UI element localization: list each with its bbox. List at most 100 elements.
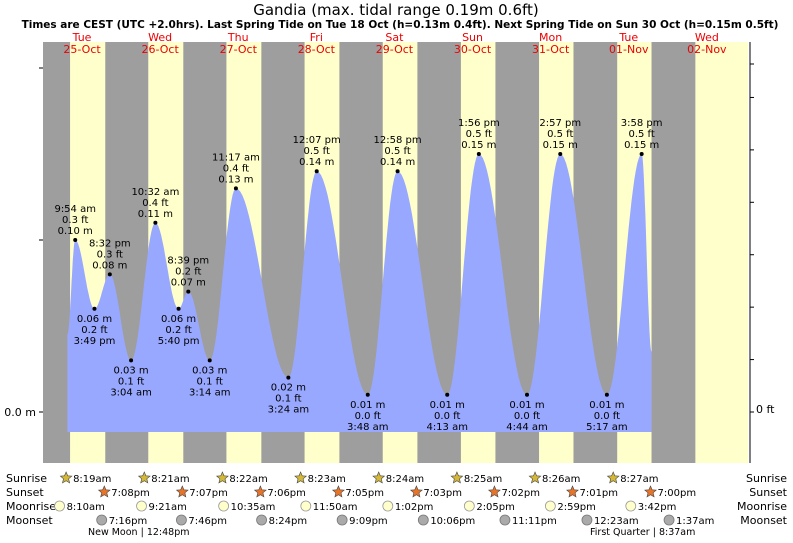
day-name: Sat: [385, 31, 404, 44]
day-date: 31-Oct: [532, 43, 570, 56]
row-label-left: Sunrise: [6, 472, 47, 485]
sunrise-time: 8:25am: [464, 474, 502, 485]
moonset-icon: [176, 514, 187, 526]
low-tide-marker: [604, 392, 609, 397]
low-tide-height-m: 0.02 m: [271, 383, 306, 394]
high-tide-height-m: 0.08 m: [92, 260, 127, 271]
y-axis-right-label: 0 ft: [756, 403, 775, 416]
sunset-time: 7:05pm: [345, 488, 384, 499]
sunrise-star-icon: [215, 471, 229, 484]
moon-phase-new-moon: New Moon | 12:48pm: [88, 527, 190, 538]
moonset-icon: [499, 514, 511, 526]
day-name: Sun: [462, 31, 483, 44]
sunset-time: 7:01pm: [579, 488, 618, 499]
moonset-time: 7:16pm: [109, 516, 148, 527]
high-tide-marker: [153, 220, 158, 225]
row-label-right: Sunrise: [746, 472, 787, 485]
sunrise-star-icon: [528, 471, 542, 484]
y-axis-left-label: 0.0 m: [4, 406, 36, 419]
moonset-time: 7:46pm: [188, 516, 227, 527]
sunrise-star-icon: [372, 471, 386, 484]
low-tide-height-m: 0.01 m: [589, 400, 624, 411]
low-tide-time: 3:24 am: [268, 405, 310, 416]
low-tide-height-ft: 0.0 ft: [594, 411, 620, 422]
day-name: Mon: [539, 31, 562, 44]
low-tide-marker: [365, 392, 370, 397]
low-tide-height-ft: 0.0 ft: [514, 411, 540, 422]
moonrise-icon: [54, 500, 65, 512]
sunset-star-icon: [487, 485, 501, 498]
sunset-star-icon: [644, 485, 657, 498]
low-tide-height-ft: 0.2 ft: [81, 325, 107, 336]
moonrise-icon: [463, 500, 475, 512]
row-label-left: Moonrise: [6, 500, 56, 513]
chart-axes: [39, 42, 754, 463]
low-tide-marker: [525, 392, 530, 397]
high-tide-height-m: 0.15 m: [543, 140, 578, 151]
high-tide-height-ft: 0.5 ft: [547, 129, 573, 140]
sunrise-time: 8:21am: [151, 474, 189, 485]
high-tide-time: 10:32 am: [131, 187, 179, 198]
sunrise-star-icon: [450, 471, 464, 484]
low-tide-time: 5:40 pm: [158, 336, 200, 347]
sunset-time: 7:03pm: [423, 488, 462, 499]
row-label-right: Moonset: [740, 514, 787, 527]
high-tide-time: 2:57 pm: [539, 118, 581, 129]
moonrise-icon: [300, 500, 312, 512]
sunrise-time: 8:26am: [542, 474, 580, 485]
chart-subtitle: Times are CEST (UTC +2.0hrs). Last Sprin…: [22, 19, 779, 31]
low-tide-height-m: 0.01 m: [350, 400, 385, 411]
high-tide-marker: [107, 272, 112, 277]
high-tide-time: 12:58 pm: [374, 135, 422, 146]
day-date: 28-Oct: [298, 43, 336, 56]
day-date: 01-Nov: [609, 43, 649, 56]
low-tide-height-m: 0.06 m: [77, 314, 112, 325]
moonset-icon: [417, 514, 429, 526]
low-tide-height-ft: 0.2 ft: [165, 325, 191, 336]
sunrise-time: 8:22am: [229, 474, 267, 485]
high-tide-time: 8:32 pm: [89, 238, 131, 249]
moonset-time: 10:06pm: [430, 516, 475, 527]
moonset-icon: [336, 514, 348, 526]
row-label-left: Moonset: [6, 514, 53, 527]
high-tide-height-m: 0.10 m: [58, 226, 93, 237]
moonrise-icon: [382, 500, 394, 512]
high-tide-height-ft: 0.4 ft: [142, 198, 168, 209]
day-date: 27-Oct: [220, 43, 258, 56]
low-tide-height-m: 0.01 m: [509, 400, 544, 411]
high-tide-time: 9:54 am: [54, 204, 96, 215]
sunset-star-icon: [253, 485, 267, 498]
row-label-right: Sunset: [749, 486, 787, 499]
high-tide-marker: [639, 152, 644, 156]
sunset-time: 7:07pm: [189, 488, 228, 499]
high-tide-height-m: 0.15 m: [461, 140, 496, 151]
sunset-time: 7:08pm: [111, 488, 150, 499]
low-tide-height-ft: 0.0 ft: [355, 411, 381, 422]
low-tide-marker: [176, 306, 181, 311]
day-name: Thu: [227, 31, 249, 44]
day-name: Tue: [618, 31, 638, 44]
moonset-time: 11:11pm: [512, 516, 557, 527]
high-tide-time: 1:56 pm: [458, 118, 500, 129]
moonset-icon: [256, 514, 267, 526]
day-name: Tue: [72, 31, 92, 44]
high-tide-height-m: 0.14 m: [299, 157, 334, 168]
low-tide-marker: [207, 358, 212, 363]
high-tide-marker: [186, 289, 191, 294]
low-tide-height-m: 0.03 m: [192, 365, 227, 376]
high-tide-time: 8:39 pm: [167, 256, 209, 267]
high-tide-marker: [395, 169, 400, 174]
day-date: 25-Oct: [63, 43, 101, 56]
moonset-icon: [663, 514, 675, 526]
low-tide-time: 3:49 pm: [74, 336, 116, 347]
low-tide-marker: [286, 375, 291, 380]
moonrise-time: 9:21am: [149, 502, 187, 513]
day-date: 02-Nov: [687, 43, 727, 56]
day-name: Wed: [695, 31, 719, 44]
sunrise-time: 8:23am: [308, 474, 346, 485]
high-tide-height-ft: 0.4 ft: [223, 163, 249, 174]
day-date: 26-Oct: [142, 43, 180, 56]
high-tide-height-m: 0.15 m: [624, 140, 659, 151]
